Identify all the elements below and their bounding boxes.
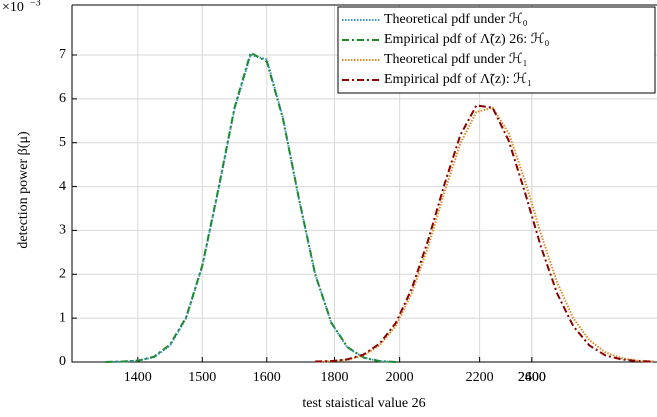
y-tick-label: 6 [59,91,66,106]
series-line [105,53,396,363]
y-tick-label: 0 [59,354,66,369]
axes-box [71,4,657,363]
x-tick-label: 1800 [321,370,349,385]
x-tick-label: 2200 [466,370,494,385]
y-exponent-base: ×10 [2,0,24,15]
legend-label: Empirical pdf of Λ̃(z): ℋ₁ [384,72,532,87]
y-tick-label: 1 [59,310,66,325]
x-tick-label: 2600 [518,370,546,385]
legend-label: Theoretical pdf under ℋ₁ [384,52,528,67]
series-line [105,51,396,363]
x-tick-label: 1400 [124,370,152,385]
y-tick-label: 4 [59,179,66,194]
x-tick-label: 1600 [253,370,281,385]
x-axis-label: test staistical value 26 [302,396,425,411]
legend-box [337,6,656,94]
legend-label: Empirical pdf of Λ̃(z) 26: ℋ₀ [384,32,549,47]
y-tick-label: 5 [59,135,66,150]
x-tick-label: 2400 [518,370,546,385]
series-line [315,104,654,363]
y-exponent-power: −3 [30,0,41,8]
legend-label: Theoretical pdf under ℋ₀ [384,12,528,27]
series-line [315,106,654,363]
y-axis-label: detection power β(μ) [16,131,31,249]
x-tick-label: 2000 [386,370,414,385]
y-tick-label: 2 [59,267,66,282]
y-tick-label: 3 [59,223,66,238]
y-tick-label: 7 [59,47,66,62]
x-tick-label: 1500 [188,370,216,385]
